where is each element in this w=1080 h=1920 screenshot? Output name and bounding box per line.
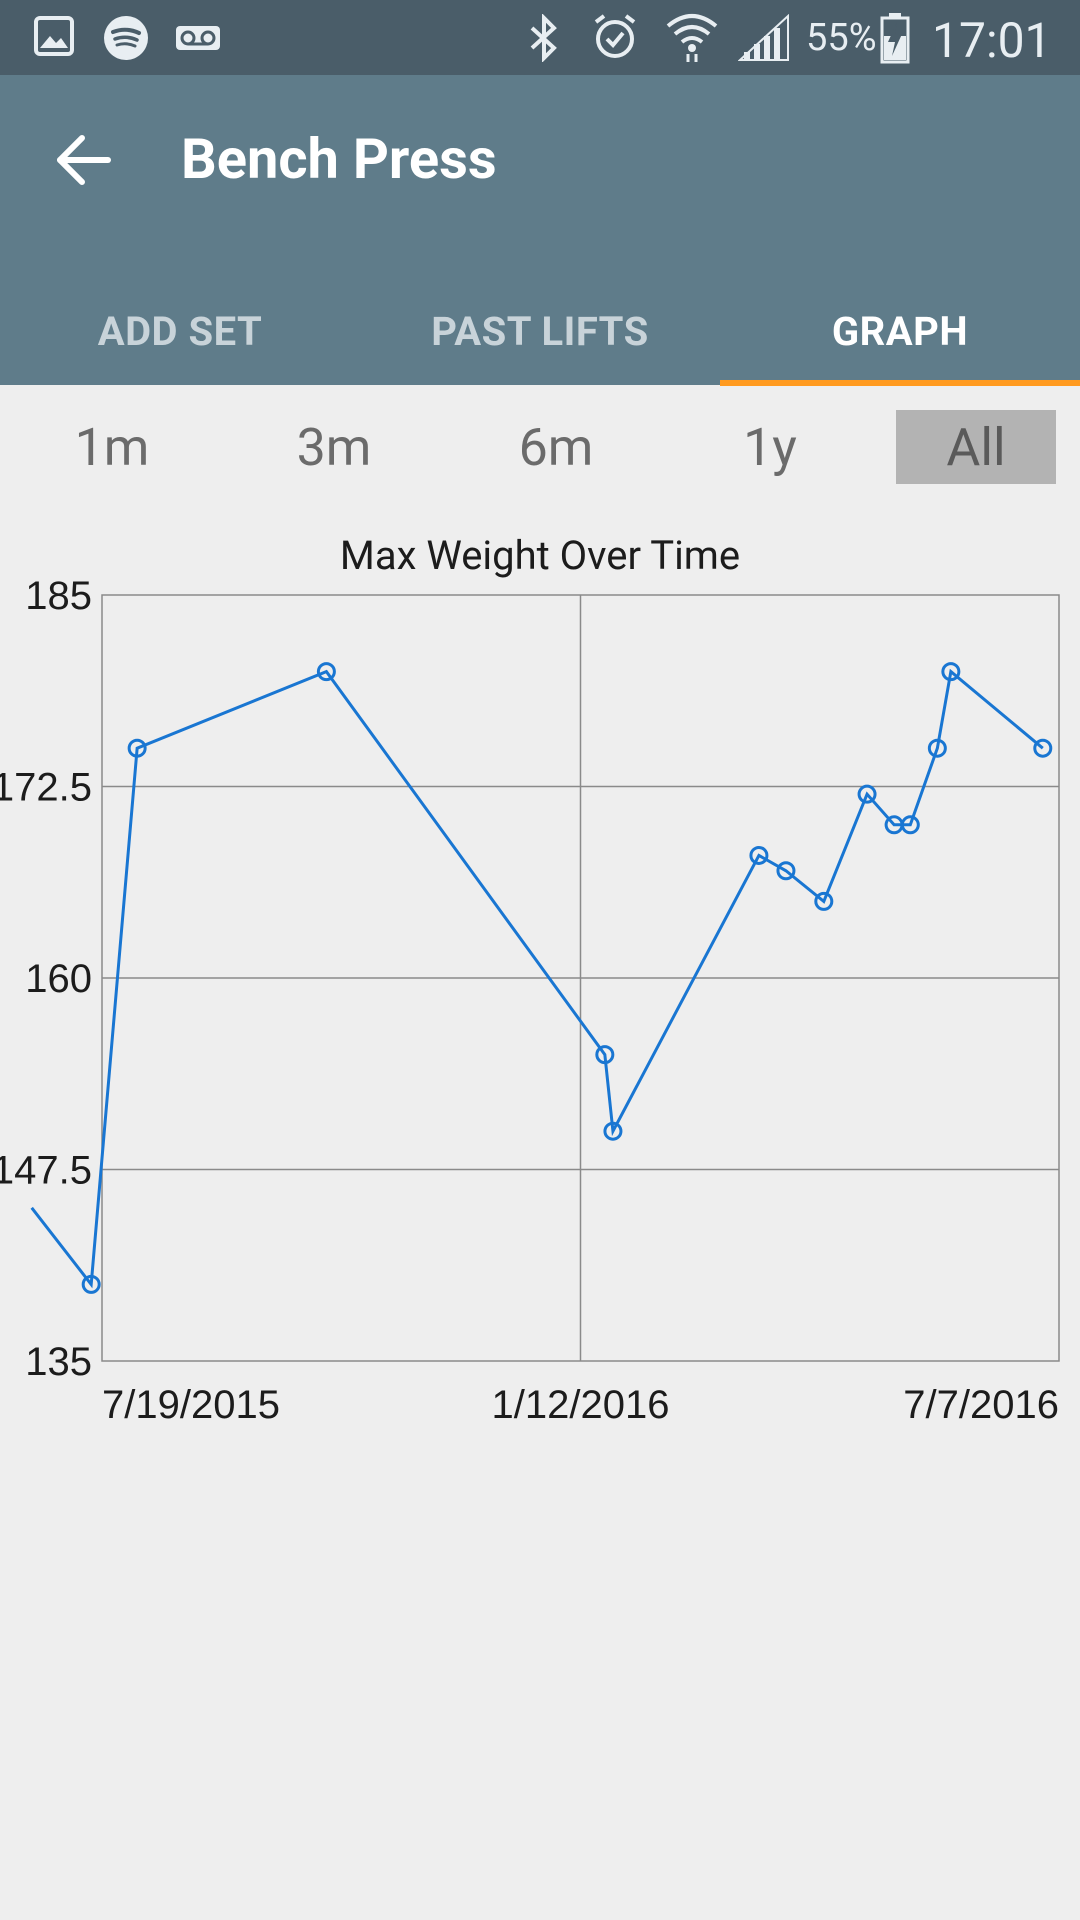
data-point (749, 845, 769, 865)
tab-graph[interactable]: GRAPH (831, 307, 969, 355)
range-1m[interactable]: 1m (74, 416, 150, 478)
data-point (81, 1274, 101, 1294)
spotify-icon (104, 16, 148, 60)
image-icon (34, 16, 74, 56)
page-title: Bench Press (181, 126, 497, 192)
signal-icon (738, 14, 789, 61)
app-bar (0, 75, 1080, 385)
data-point (941, 662, 961, 682)
data-point (927, 738, 947, 758)
wifi-icon (666, 14, 718, 62)
tab-add-set[interactable]: ADD SET (97, 307, 263, 355)
data-point (127, 738, 147, 758)
data-point (900, 815, 920, 835)
y-tick-label: 185 (25, 574, 92, 618)
series-line (30, 668, 1044, 1289)
x-tick-label: 7/19/2015 (102, 1383, 280, 1427)
alarm-icon (594, 14, 636, 58)
tab-past-lifts[interactable]: PAST LIFTS (431, 307, 649, 355)
data-point (316, 662, 336, 682)
y-tick-label: 135 (25, 1340, 92, 1384)
battery-percent: 55% (806, 16, 877, 60)
data-point (814, 891, 834, 911)
bluetooth-icon (530, 14, 557, 62)
chart-title: Max Weight Over Time (339, 532, 741, 579)
data-point (1033, 738, 1053, 758)
range-3m[interactable]: 3m (296, 416, 372, 478)
voicemail-icon (176, 26, 220, 50)
y-tick-label: 160 (25, 957, 92, 1001)
arrow-left-icon[interactable] (52, 130, 112, 190)
tab-indicator (720, 380, 1080, 386)
x-tick-label: 7/7/2016 (903, 1383, 1059, 1427)
range-1y[interactable]: 1y (743, 416, 797, 478)
status-bar: 55% 17:01 (0, 0, 1080, 75)
y-tick-label: 147.5 (0, 1149, 92, 1193)
data-point (595, 1045, 615, 1065)
weight-chart: 135 147.5 160 172.5 185 7/19/2015 1/12/2016 7/7… (0, 574, 1060, 1427)
clock: 17:01 (932, 12, 1052, 69)
range-filter: 1m 3m 6m 1y All (0, 410, 1080, 490)
battery-icon (880, 13, 910, 64)
range-all[interactable]: All (896, 410, 1056, 484)
data-point (776, 861, 796, 881)
data-point (857, 784, 877, 804)
x-tick-label: 1/12/2016 (492, 1383, 670, 1427)
data-point (603, 1121, 623, 1141)
tab-bar: ADD SET PAST LIFTS GRAPH (0, 277, 1080, 385)
y-tick-label: 172.5 (0, 766, 92, 810)
range-6m[interactable]: 6m (518, 416, 594, 478)
